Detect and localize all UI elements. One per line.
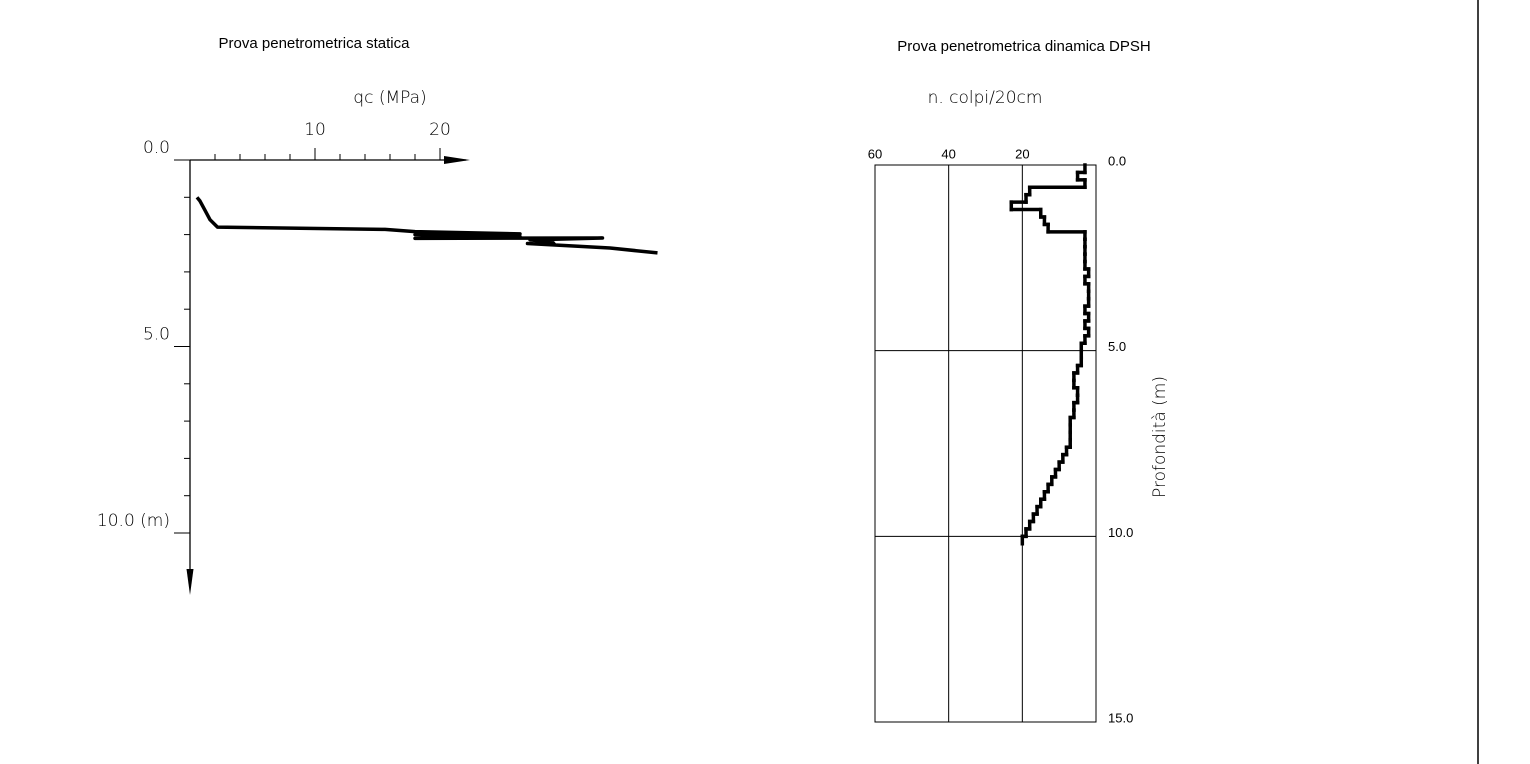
y-tick-label: 15.0	[1108, 710, 1133, 725]
x-tick-label: 40	[941, 146, 955, 161]
chart-title: Prova penetrometrica statica	[219, 35, 411, 52]
x-tick-label: 20	[429, 120, 451, 140]
y-tick-label: 10.0	[1108, 525, 1133, 540]
qc-profile	[195, 196, 658, 255]
x-tick-label: 60	[868, 146, 882, 161]
plot-frame	[874, 164, 1097, 723]
x-tick-label: 10	[304, 120, 326, 140]
y-axis-label: Profondità (m)	[1150, 376, 1170, 498]
x-axis-label: n. colpi/20cm	[928, 88, 1043, 108]
x-tick-label: 20	[1015, 146, 1029, 161]
y-tick-label: 5.0	[143, 325, 170, 345]
x-axis-arrow	[444, 156, 470, 164]
chart-title: Prova penetrometrica dinamica DPSH	[897, 38, 1150, 55]
y-tick-label: 10.0 (m)	[97, 511, 170, 531]
x-axis-label: qc (MPa)	[353, 88, 426, 108]
y-tick-label: 0.0	[1108, 153, 1126, 168]
y-axis-arrow	[186, 569, 194, 595]
y-tick-label: 0.0	[143, 138, 170, 158]
y-tick-label: 5.0	[1108, 339, 1126, 354]
